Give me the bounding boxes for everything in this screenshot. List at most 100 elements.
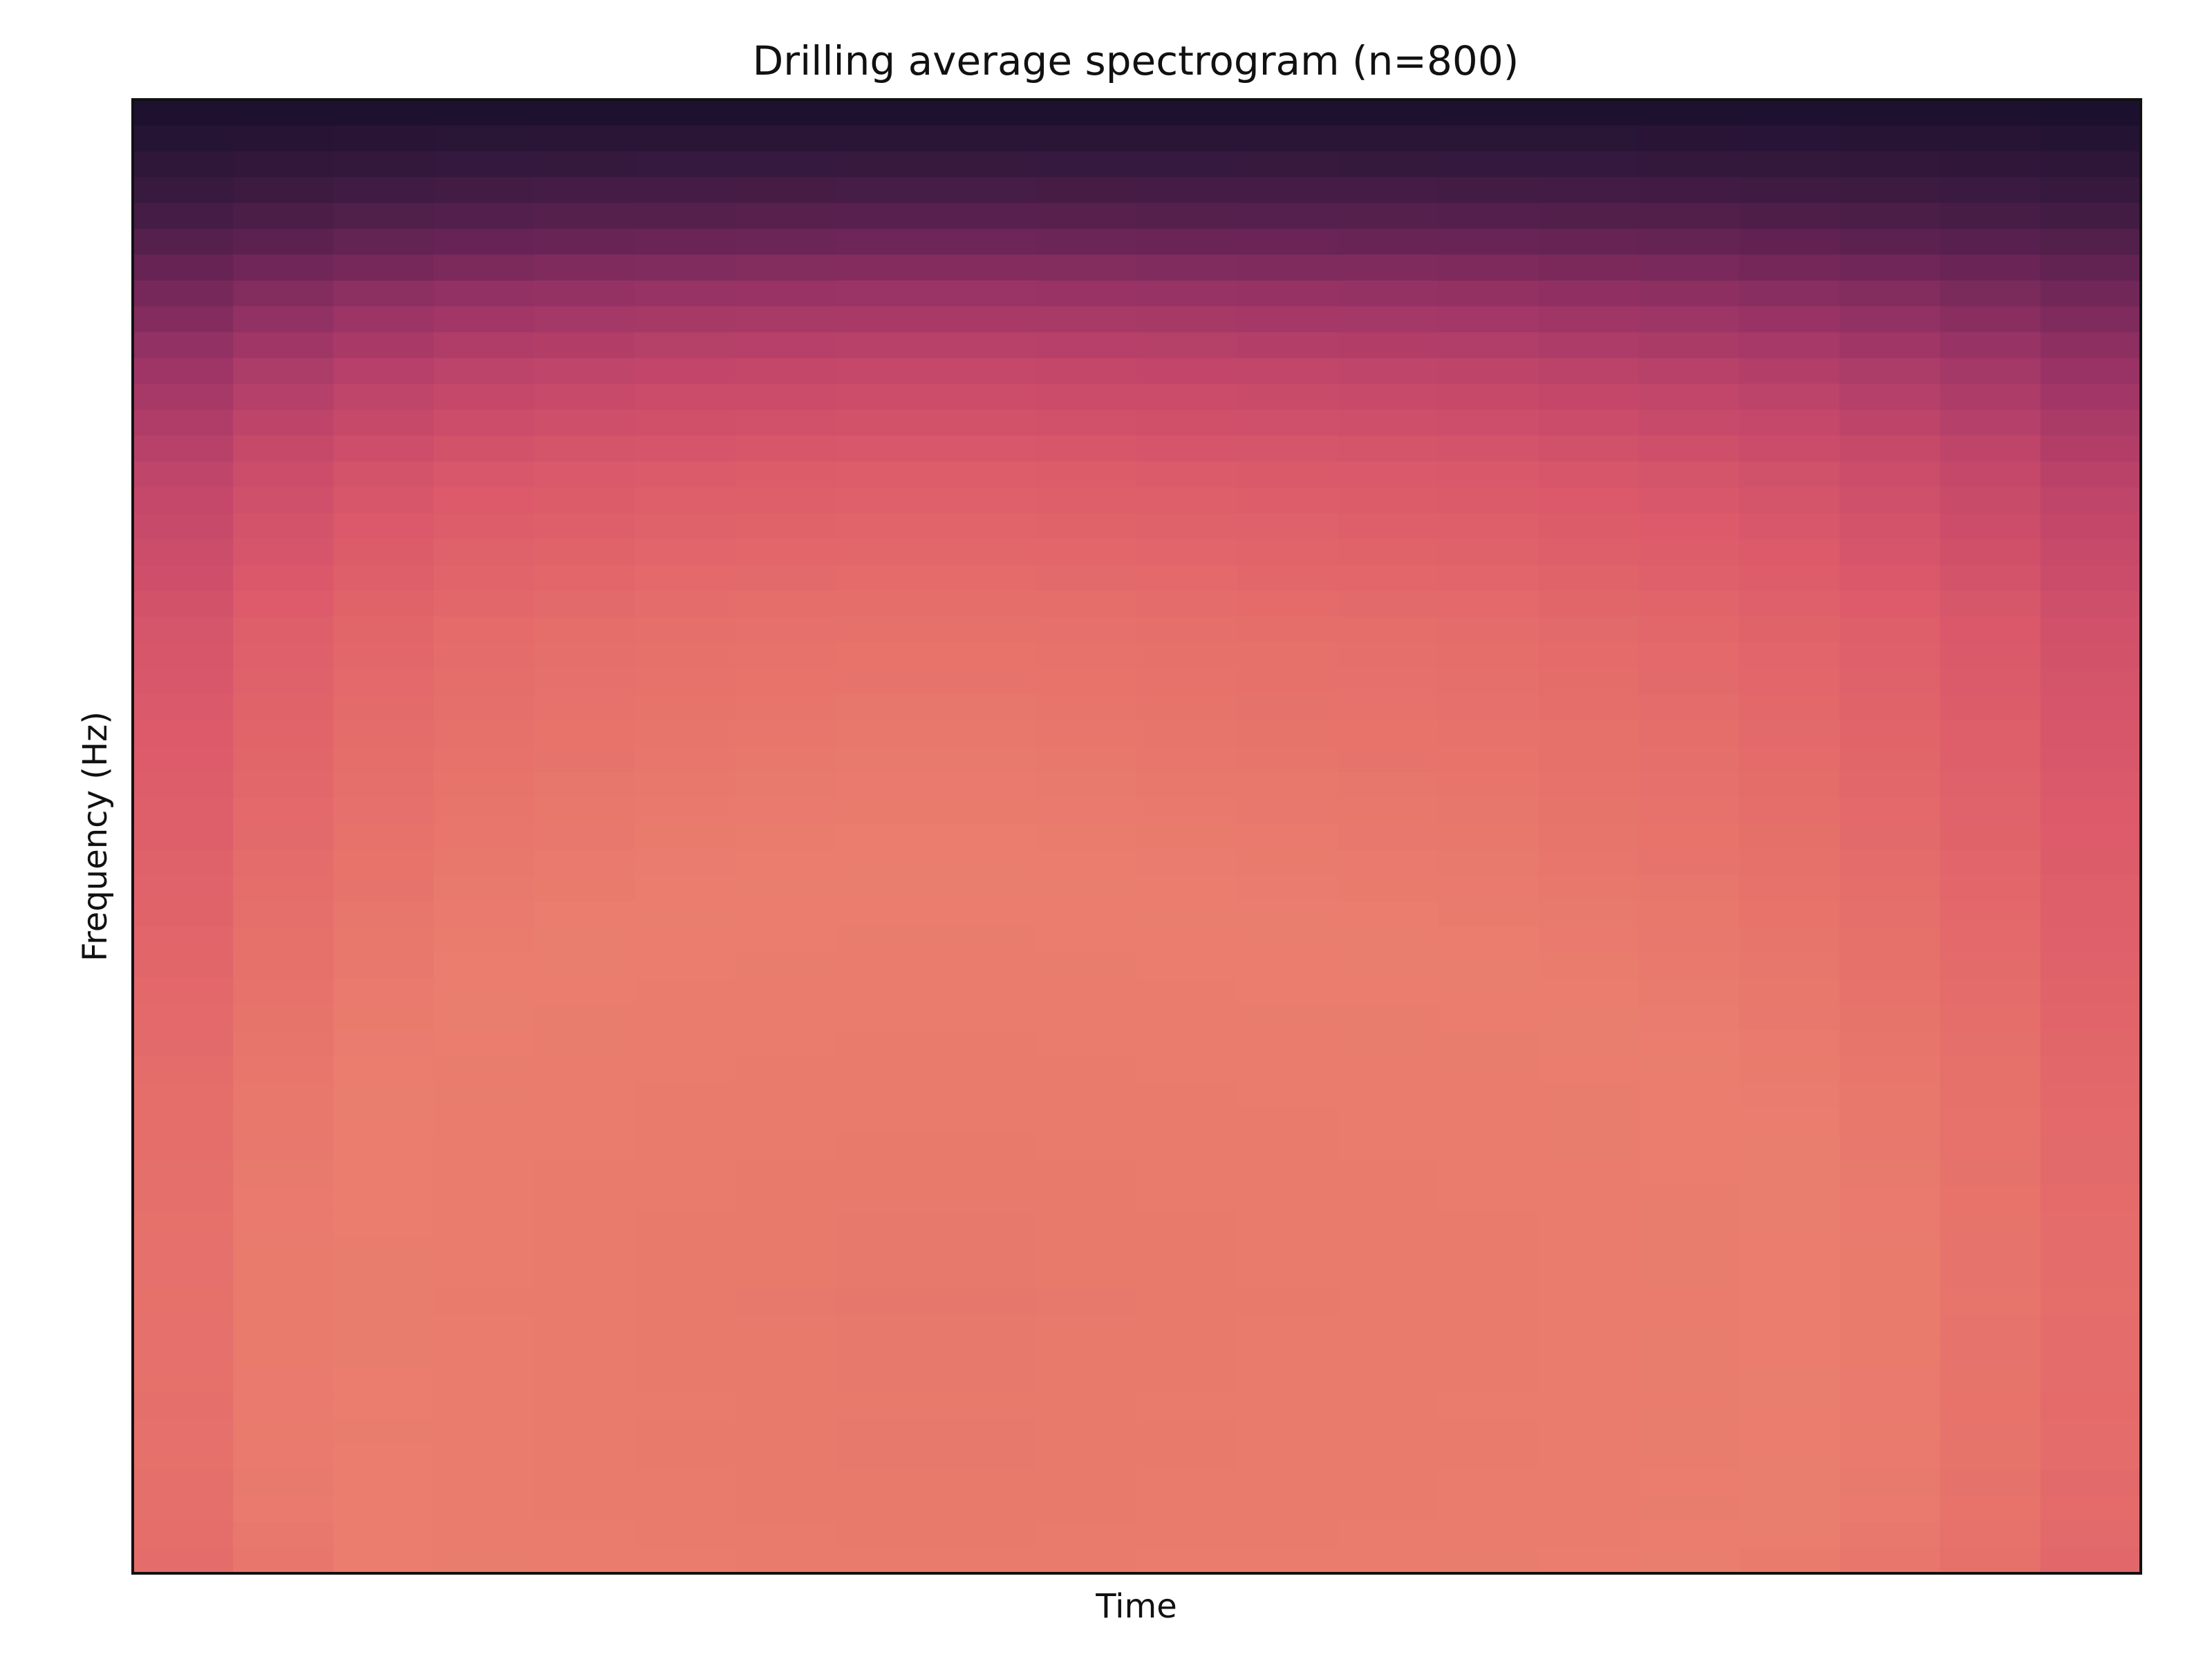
heatmap-cell: [433, 1547, 535, 1574]
heatmap-cell: [1036, 1314, 1138, 1342]
heatmap-cell: [1638, 1495, 1740, 1522]
heatmap-cell: [433, 1418, 535, 1445]
heatmap-cell: [1538, 487, 1640, 514]
heatmap-cell: [1739, 1418, 1841, 1445]
heatmap-cell: [133, 254, 234, 281]
heatmap-cell: [433, 1030, 535, 1057]
heatmap-cell: [2040, 203, 2141, 229]
heatmap-cell: [1538, 849, 1640, 876]
chart-title: Drilling average spectrogram (n=800): [753, 37, 1519, 84]
heatmap-cell: [1438, 1107, 1539, 1134]
heatmap-cell: [1136, 978, 1238, 1005]
heatmap-cell: [1136, 100, 1238, 126]
heatmap-cell: [1338, 1082, 1439, 1109]
heatmap-cell: [936, 1443, 1038, 1471]
y-axis-label: Frequency (Hz): [76, 711, 115, 962]
heatmap-cell: [333, 1004, 435, 1031]
heatmap-cell: [433, 538, 535, 566]
heatmap-cell: [1136, 642, 1238, 669]
heatmap-cell: [233, 1211, 335, 1238]
heatmap-cell: [1136, 435, 1238, 462]
heatmap-cell: [233, 1443, 335, 1471]
heatmap-cell: [1438, 1470, 1539, 1497]
heatmap-cell: [534, 306, 636, 333]
heatmap-cell: [333, 125, 435, 152]
heatmap-cell: [1839, 1107, 1941, 1134]
heatmap-cell: [735, 823, 836, 850]
heatmap-cell: [1538, 771, 1640, 798]
heatmap-cell: [635, 1263, 736, 1290]
heatmap-cell: [534, 280, 636, 308]
heatmap-cell: [1136, 1082, 1238, 1109]
heatmap-cell: [133, 590, 234, 617]
heatmap-cell: [1839, 1082, 1941, 1109]
heatmap-cell: [936, 1392, 1038, 1419]
heatmap-cell: [333, 1237, 435, 1264]
heatmap-cell: [1036, 1263, 1138, 1290]
heatmap-cell: [233, 435, 335, 462]
heatmap-cell: [1739, 746, 1841, 773]
heatmap-cell: [2040, 332, 2141, 359]
heatmap-cell: [635, 668, 736, 695]
heatmap-cell: [1438, 384, 1539, 411]
heatmap-cell: [835, 797, 937, 825]
heatmap-cell: [835, 1392, 937, 1419]
heatmap-cell: [635, 1004, 736, 1031]
heatmap-cell: [1438, 151, 1539, 178]
heatmap-cell: [1739, 151, 1841, 178]
heatmap-cell: [1638, 177, 1740, 204]
heatmap-cell: [1136, 254, 1238, 281]
heatmap-cell: [433, 358, 535, 385]
heatmap-cell: [133, 280, 234, 308]
heatmap-cell: [1940, 823, 2041, 850]
heatmap-cell: [635, 151, 736, 178]
heatmap-cell: [1036, 1004, 1138, 1031]
heatmap-cell: [1438, 797, 1539, 825]
heatmap-cell: [1739, 1263, 1841, 1290]
heatmap-cell: [1136, 668, 1238, 695]
heatmap-cell: [333, 1263, 435, 1290]
heatmap-cell: [835, 694, 937, 721]
heatmap-cell: [1036, 642, 1138, 669]
x-axis-label: Time: [1095, 1587, 1177, 1626]
heatmap-cell: [1036, 823, 1138, 850]
heatmap-cell: [1839, 1366, 1941, 1393]
heatmap-cell: [1940, 513, 2041, 540]
heatmap-cell: [1940, 1211, 2041, 1238]
heatmap-cell: [1136, 1237, 1238, 1264]
heatmap-cell: [333, 771, 435, 798]
heatmap-cell: [1438, 280, 1539, 308]
heatmap-cell: [936, 565, 1038, 592]
heatmap-cell: [1237, 306, 1338, 333]
heatmap-cell: [1839, 590, 1941, 617]
heatmap-cell: [433, 1107, 535, 1134]
heatmap-cell: [835, 1547, 937, 1574]
heatmap-cell: [2040, 642, 2141, 669]
heatmap-cell: [936, 617, 1038, 644]
heatmap-cell: [1338, 461, 1439, 488]
heatmap-cell: [233, 280, 335, 308]
heatmap-cell: [333, 875, 435, 902]
heatmap-cell: [333, 151, 435, 178]
heatmap-cell: [133, 823, 234, 850]
heatmap-cell: [1940, 617, 2041, 644]
heatmap-cell: [433, 229, 535, 256]
heatmap-cell: [1638, 1211, 1740, 1238]
heatmap-cell: [835, 1418, 937, 1445]
heatmap-cell: [635, 100, 736, 126]
heatmap-cell: [1739, 1082, 1841, 1109]
heatmap-cell: [233, 953, 335, 980]
heatmap-cell: [936, 1263, 1038, 1290]
heatmap-cell: [2040, 1314, 2141, 1342]
heatmap-cell: [936, 409, 1038, 437]
heatmap-cell: [1940, 668, 2041, 695]
heatmap-cell: [2040, 771, 2141, 798]
heatmap-cell: [333, 823, 435, 850]
heatmap-cell: [1839, 306, 1941, 333]
heatmap-cell: [1338, 953, 1439, 980]
heatmap-cell: [1638, 384, 1740, 411]
heatmap-cell: [1940, 487, 2041, 514]
heatmap-cell: [1638, 1340, 1740, 1367]
heatmap-cell: [433, 797, 535, 825]
heatmap-cell: [1739, 849, 1841, 876]
